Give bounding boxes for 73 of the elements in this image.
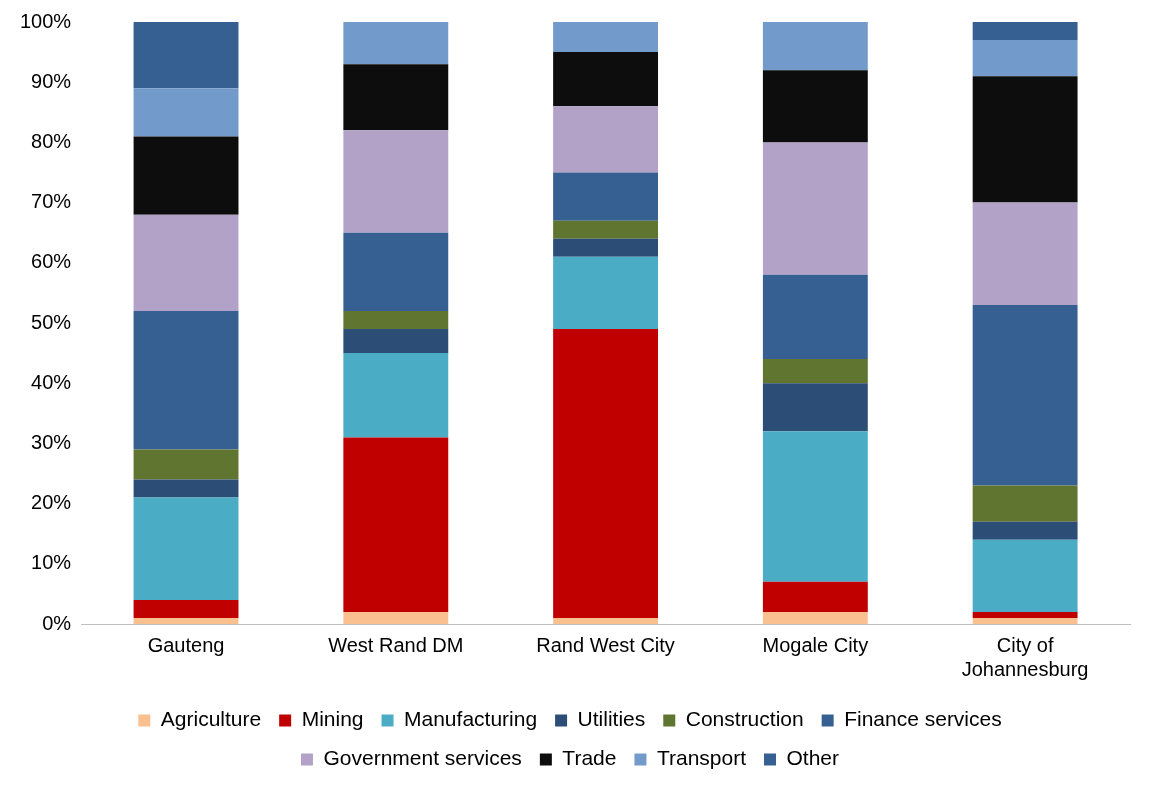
bar bbox=[972, 611, 1078, 618]
bar bbox=[133, 214, 239, 311]
bar bbox=[553, 52, 659, 107]
bar bbox=[972, 304, 1078, 486]
x-tick-label: West Rand DM bbox=[328, 633, 464, 656]
bar bbox=[972, 202, 1078, 305]
bar bbox=[343, 611, 449, 624]
bar bbox=[762, 359, 868, 384]
y-tick-label: 40% bbox=[31, 370, 72, 393]
bar bbox=[553, 22, 659, 53]
bar bbox=[133, 617, 239, 624]
y-tick-label: 70% bbox=[31, 190, 72, 213]
bar bbox=[553, 220, 659, 239]
x-tick-label: Mogale City bbox=[762, 633, 869, 656]
y-tick-label: 100% bbox=[20, 9, 72, 32]
bar bbox=[133, 136, 239, 215]
bar bbox=[972, 40, 1078, 77]
y-tick-label: 0% bbox=[42, 611, 72, 634]
bar bbox=[762, 274, 868, 360]
legend-label: Utilities bbox=[577, 707, 646, 731]
x-tick-label: Gauteng bbox=[147, 633, 225, 656]
bar bbox=[553, 106, 659, 173]
bar bbox=[553, 238, 659, 257]
bar bbox=[133, 497, 239, 600]
y-tick-label: 80% bbox=[31, 129, 72, 152]
bar bbox=[553, 617, 659, 624]
x-tick-label: Rand West City bbox=[536, 633, 675, 656]
x-tick-label: City of Johannesburg bbox=[961, 633, 1089, 680]
bar bbox=[553, 329, 659, 618]
legend-label: Other bbox=[786, 746, 840, 770]
y-tick-label: 50% bbox=[31, 310, 72, 333]
bar bbox=[972, 521, 1078, 540]
legend-label: Trade bbox=[562, 746, 617, 770]
y-tick-label: 20% bbox=[31, 491, 72, 514]
bar bbox=[133, 88, 239, 137]
bar bbox=[133, 310, 239, 450]
bar bbox=[553, 172, 659, 221]
bar bbox=[762, 611, 868, 624]
legend-label: Manufacturing bbox=[404, 707, 538, 731]
bar bbox=[972, 485, 1078, 522]
bar bbox=[762, 581, 868, 612]
bar bbox=[133, 22, 239, 89]
bar bbox=[343, 22, 449, 65]
bar bbox=[133, 479, 239, 498]
bar bbox=[553, 256, 659, 330]
legend-label: Finance services bbox=[844, 707, 1002, 731]
y-tick-label: 10% bbox=[31, 551, 72, 574]
legend-label: Agriculture bbox=[160, 707, 262, 731]
bar bbox=[343, 64, 449, 131]
y-tick-label: 30% bbox=[31, 430, 72, 453]
bar bbox=[972, 617, 1078, 624]
bar bbox=[343, 437, 449, 612]
bar bbox=[762, 22, 868, 71]
legend-label: Government services bbox=[323, 746, 522, 770]
bar bbox=[972, 539, 1078, 612]
bar bbox=[343, 310, 449, 330]
bar bbox=[972, 22, 1078, 41]
legend-label: Mining bbox=[301, 707, 364, 731]
bar bbox=[762, 142, 868, 275]
bar bbox=[762, 431, 868, 582]
bar bbox=[762, 70, 868, 143]
legend-label: Construction bbox=[685, 707, 804, 731]
bar bbox=[133, 449, 239, 480]
bar bbox=[762, 383, 868, 432]
y-tick-label: 60% bbox=[31, 250, 72, 273]
bar bbox=[972, 76, 1078, 203]
bar bbox=[343, 353, 449, 438]
bar bbox=[343, 329, 449, 354]
legend-label: Transport bbox=[656, 746, 747, 770]
bar bbox=[133, 599, 239, 618]
bar bbox=[343, 232, 449, 311]
y-tick-label: 90% bbox=[31, 69, 72, 92]
bar bbox=[343, 130, 449, 233]
